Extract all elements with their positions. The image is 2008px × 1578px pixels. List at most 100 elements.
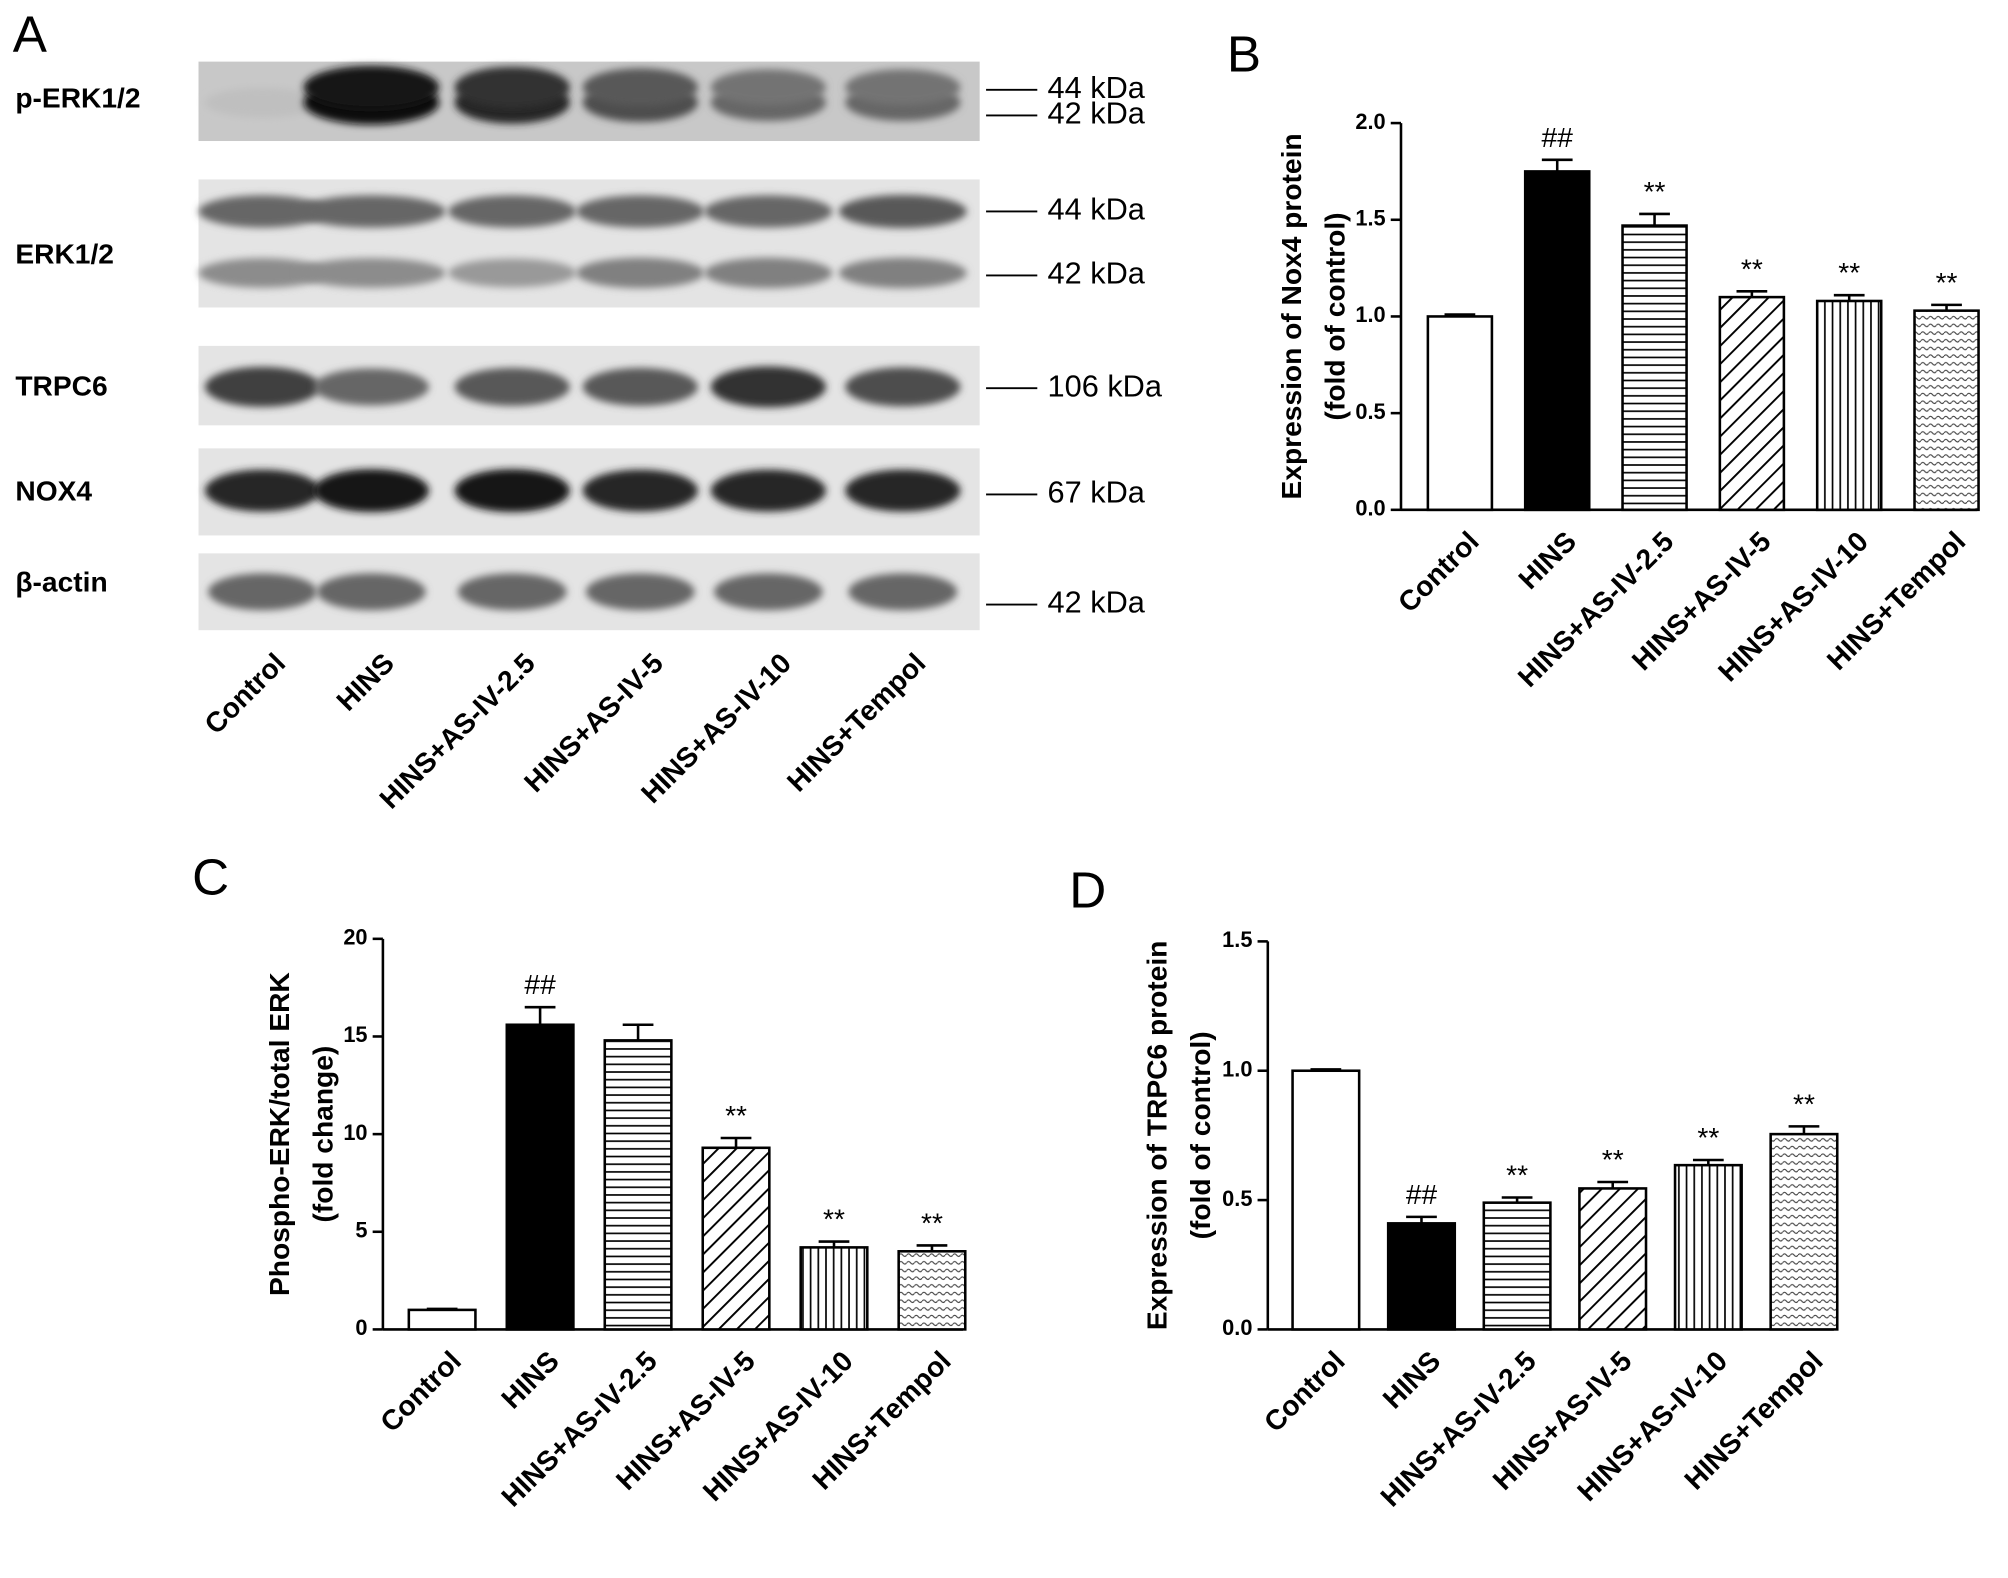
marker-label: 44 kDa [1048,192,1146,227]
bar [1426,315,1494,512]
y-tick-label: 1.5 [1222,927,1252,952]
significance-label: ** [921,1206,943,1238]
x-tick-label: Control [374,1344,467,1437]
panel-letter: C [192,849,229,906]
bar [603,1039,673,1331]
bar [1621,224,1688,512]
significance-label: ** [1506,1158,1528,1190]
blot-band [838,194,967,229]
bar [1673,1163,1743,1331]
lane-label: Control [198,647,291,740]
blot-band [845,69,961,106]
bar [897,1250,967,1331]
blot-band [710,366,826,408]
lane-label: HINS+Tempol [780,647,931,798]
y-tick-label: 0 [355,1315,367,1340]
blot-band [704,195,833,228]
blot-band [845,469,961,512]
significance-label: ## [524,968,556,1000]
panel-letter: A [13,6,48,63]
blot-band [313,368,430,406]
y-tick-label: 1.5 [1355,206,1385,231]
y-tick-label: 15 [343,1022,367,1047]
y-tick-label: 0.0 [1355,496,1385,521]
blot-band [838,257,967,289]
x-tick-label: HINS [495,1344,565,1414]
marker-label: 42 kDa [1048,256,1146,291]
significance-label: ** [823,1202,845,1234]
blot-band [713,573,823,611]
blot-band [313,469,430,513]
y-tick-label: 1.0 [1222,1056,1252,1081]
blot-band [204,469,321,512]
panel-letter: D [1069,862,1106,919]
lane-label: HINS [330,647,400,717]
bar [1718,295,1786,512]
significance-label: ** [1838,256,1860,288]
y-tick-label: 20 [343,925,367,950]
blot-band [710,69,826,106]
blot-band [454,469,570,513]
x-tick-label: HINS [1376,1344,1446,1414]
y-tick-label: 1.0 [1355,302,1385,327]
y-tick-label: 0.5 [1355,399,1385,424]
y-tick-label: 0.5 [1222,1186,1252,1211]
blot-band [576,257,705,289]
blot-band [303,65,440,109]
bar [701,1146,771,1331]
significance-label: ** [1793,1087,1815,1119]
y-axis-label: (fold of control) [1184,1031,1216,1239]
blot-band [448,195,577,228]
marker-label: 67 kDa [1048,475,1146,510]
y-axis-label: Expression of Nox4 protein [1275,133,1307,499]
blot-row-label: p-ERK1/2 [15,81,140,113]
panel-letter: B [1227,25,1261,82]
significance-label: ** [725,1099,747,1131]
significance-label: ## [1406,1178,1438,1210]
blot-band [208,573,317,611]
blot-row-label: NOX4 [15,475,92,507]
bar [1482,1201,1552,1331]
blot-band [582,469,698,512]
blot-band [198,258,327,288]
blot-band [585,573,695,611]
bar [1386,1222,1457,1331]
blot-band [204,366,321,407]
lane-label: HINS+AS-IV-2.5 [373,647,541,815]
blot-band [582,367,698,406]
blot-band [710,469,826,512]
significance-label: ** [1644,175,1666,207]
blot-band [198,195,327,228]
blot-band [582,68,698,107]
y-tick-label: 10 [343,1120,367,1145]
marker-label: 44 kDa [1048,70,1146,105]
blot-row-label: ERK1/2 [15,238,114,270]
blot-band [454,66,570,108]
bar [1913,309,1980,512]
blot-band [297,258,446,288]
x-tick-label: HINS [1512,525,1582,595]
y-axis-label: (fold change) [307,1046,339,1223]
marker-label: 42 kDa [1048,585,1146,620]
significance-label: ** [1936,266,1958,298]
x-tick-label: Control [1257,1344,1350,1437]
blot-band [457,573,567,611]
significance-label: ** [1602,1143,1624,1175]
x-tick-label: Control [1391,525,1484,618]
y-axis-label: Phospho-ERK/total ERK [263,972,295,1296]
bar [1291,1069,1361,1331]
blot-band [454,367,570,406]
bar [799,1246,869,1331]
marker-label: 106 kDa [1048,368,1163,403]
bar [407,1308,477,1331]
blot-band [316,573,426,611]
bar [1769,1132,1839,1331]
blot-band [845,367,961,407]
blot-band [704,257,833,289]
blot-row-label: TRPC6 [15,370,107,402]
blot-band [448,258,577,288]
bar [1815,299,1883,512]
significance-label: ** [1697,1121,1719,1153]
y-axis-label: Expression of TRPC6 protein [1140,941,1172,1331]
